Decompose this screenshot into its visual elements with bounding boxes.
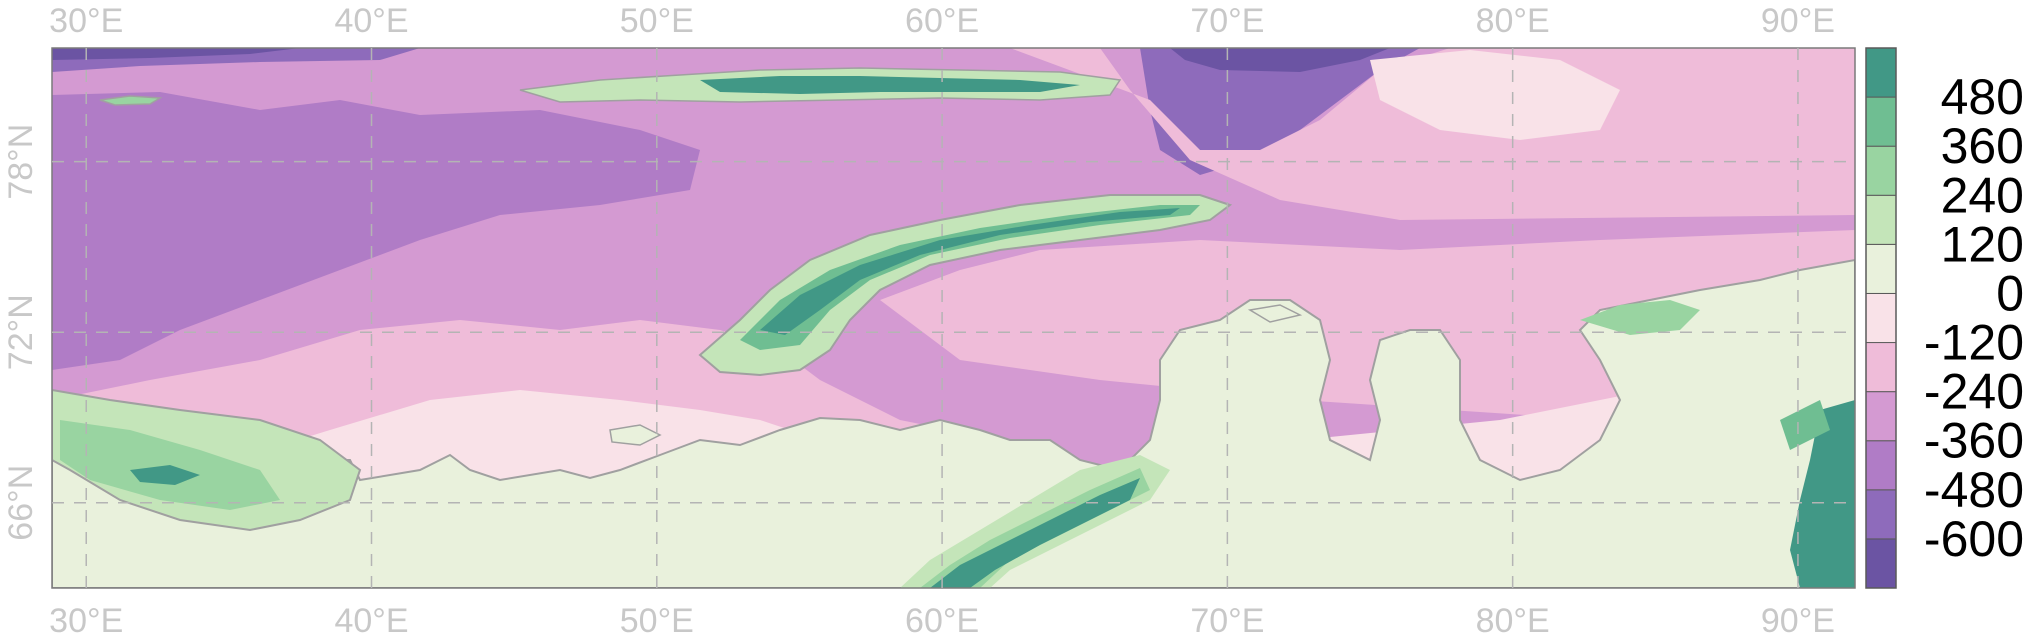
x-tick-label-top: 80°E [1476, 2, 1550, 40]
colorbar-tick-label: 0 [1996, 265, 2024, 321]
colorbar-bin [1865, 342, 1897, 393]
deepest-north-east [1170, 48, 1390, 72]
x-tick-label-top: 70°E [1190, 2, 1264, 40]
kara-island [1247, 304, 1303, 323]
colorbar-tick-label: -120 [1924, 315, 2024, 371]
island-west [99, 95, 163, 106]
colorbar-bin [1865, 391, 1897, 442]
deepest-north-west [52, 48, 300, 60]
sea-region-deep-west-2 [52, 210, 200, 330]
x-tick-label-top: 60°E [905, 2, 979, 40]
putorana-edge-2 [1780, 400, 1830, 450]
x-tick-label-top: 30°E [49, 2, 123, 40]
colorbar-tick-label: -600 [1924, 511, 2024, 567]
x-tick-label-bottom: 60°E [905, 602, 979, 639]
colorbar-bin [1865, 489, 1897, 540]
y-tick-label: 72°N [2, 294, 40, 370]
kola-ridge [130, 465, 200, 485]
colorbar-tick-label: -480 [1924, 462, 2024, 518]
novaya-zemlya-ridge [760, 208, 1180, 335]
x-tick-label-bottom: 40°E [334, 602, 408, 639]
colorbar-bin [1865, 440, 1897, 491]
colorbar-bin [1865, 243, 1897, 294]
colorbar-bin [1865, 47, 1897, 98]
colorbar-tick-label: 360 [1941, 118, 2024, 174]
x-tick-label-bottom: 50°E [620, 602, 694, 639]
novaya-zemlya-highlands [740, 205, 1200, 350]
x-tick-label-top: 50°E [620, 2, 694, 40]
colorbar-bin [1865, 292, 1897, 344]
colorbar-bin [1865, 145, 1897, 196]
kolguev-island [609, 424, 662, 446]
colorbar-tick-label: 480 [1941, 69, 2024, 125]
colorbar-tick-label: 120 [1941, 216, 2024, 272]
y-tick-label: 66°N [2, 465, 40, 541]
deep-north-east [1140, 48, 1420, 175]
kara-shelf-south [880, 230, 1855, 440]
x-tick-label-bottom: 80°E [1476, 602, 1550, 639]
x-tick-label-top: 40°E [334, 2, 408, 40]
east-highlands [1580, 300, 1700, 335]
mainland [52, 258, 1855, 588]
x-axis-top: 30°E 40°E 50°E 60°E 70°E 80°E 90°E [49, 2, 1835, 40]
colorbar-border [1865, 47, 1897, 589]
gridlines [52, 48, 1855, 588]
novaya-zemlya [698, 194, 1233, 377]
kara-shelf [1010, 48, 1855, 220]
x-tick-label-bottom: 70°E [1190, 602, 1264, 639]
y-tick-label: 78°N [2, 124, 40, 200]
colorbar-tick-label: -360 [1924, 413, 2024, 469]
map-border [51, 47, 1856, 589]
ural-ridge [930, 478, 1140, 588]
shallow-north [1370, 50, 1620, 140]
putorana-edge [1790, 400, 1855, 588]
map-panel [52, 48, 1855, 588]
colorbar-tick-label: 240 [1941, 167, 2024, 223]
x-tick-label-bottom: 90°E [1761, 602, 1835, 639]
colorbar-bin [1865, 538, 1897, 589]
franz-josef-highlands [700, 76, 1080, 94]
colorbar-tick-label: -240 [1924, 364, 2024, 420]
x-axis-bottom: 30°E 40°E 50°E 60°E 70°E 80°E 90°E [49, 602, 1835, 639]
x-tick-label-top: 90°E [1761, 2, 1835, 40]
colorbar-bin [1865, 194, 1897, 245]
colorbar-bin [1865, 96, 1897, 147]
y-axis-left: 66°N 72°N 78°N [2, 124, 40, 541]
x-tick-label-bottom: 30°E [49, 602, 123, 639]
